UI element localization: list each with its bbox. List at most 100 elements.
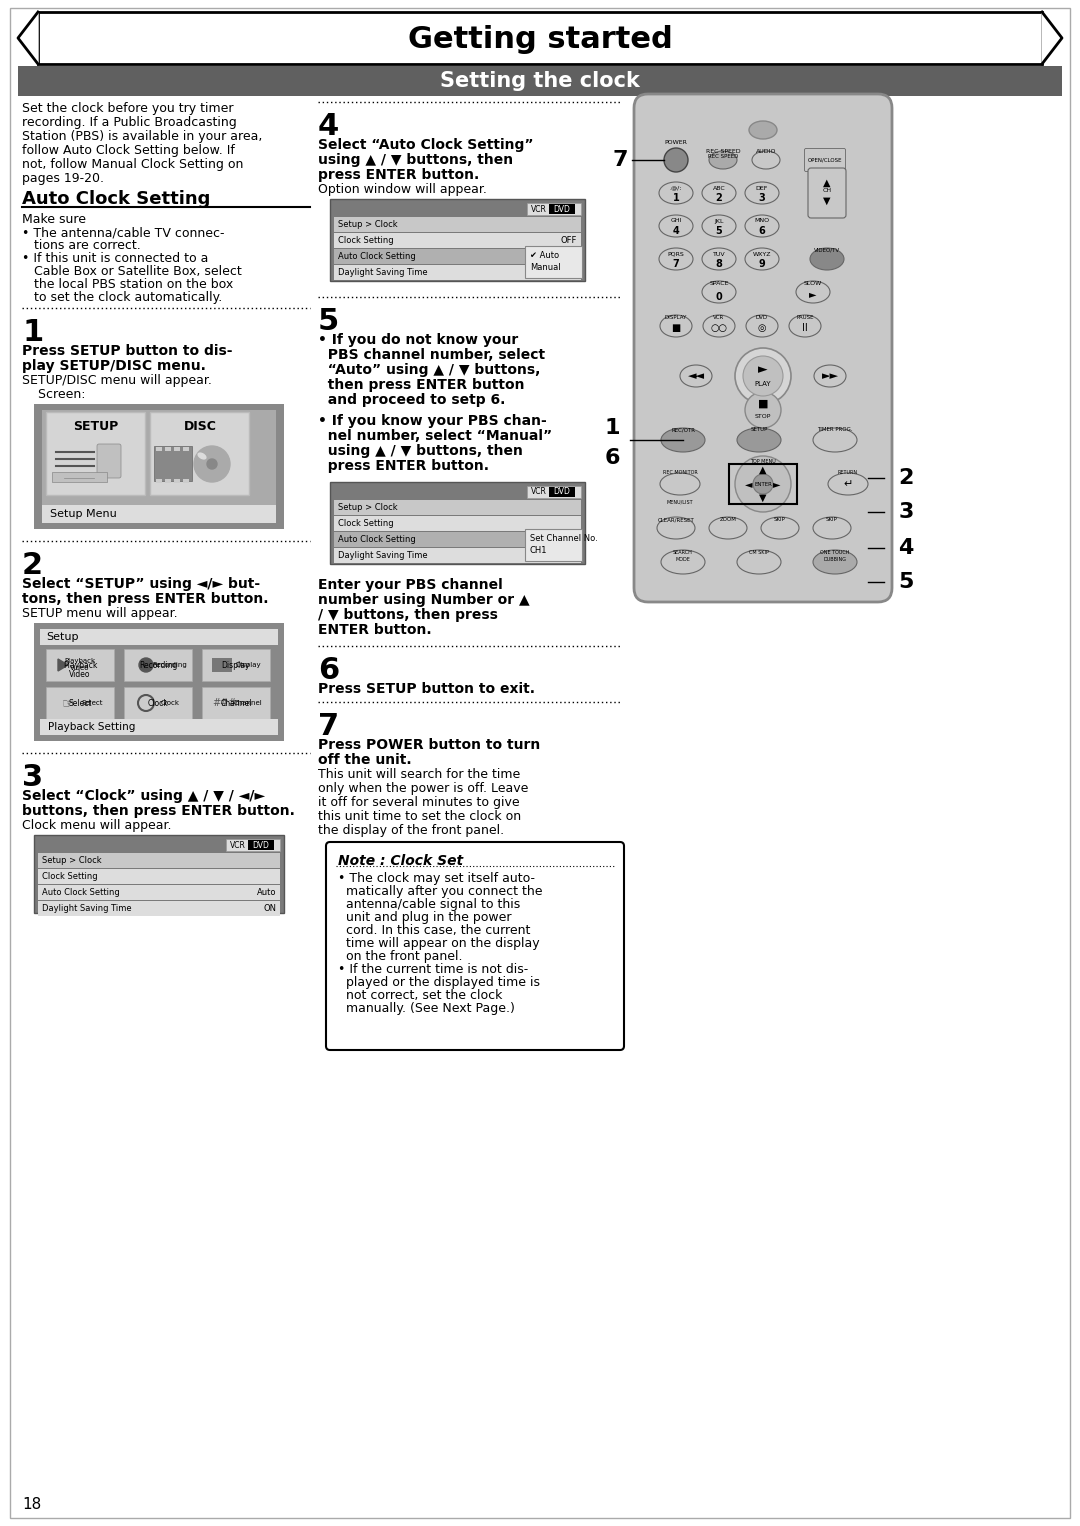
Text: Display: Display: [221, 661, 251, 670]
Bar: [156, 479, 162, 484]
Text: Setting the clock: Setting the clock: [440, 72, 640, 92]
Text: Set the clock before you try timer: Set the clock before you try timer: [22, 102, 233, 114]
Text: Recording: Recording: [139, 661, 177, 670]
FancyBboxPatch shape: [124, 687, 192, 719]
Ellipse shape: [745, 182, 779, 204]
Ellipse shape: [661, 549, 705, 574]
Text: Setup: Setup: [46, 632, 79, 642]
Text: This unit will search for the time: This unit will search for the time: [318, 768, 521, 781]
Text: 2: 2: [899, 468, 914, 488]
Text: tions are correct.: tions are correct.: [22, 240, 140, 252]
Text: • The antenna/cable TV connec-: • The antenna/cable TV connec-: [22, 226, 225, 240]
Bar: [334, 233, 581, 249]
Text: Auto Clock Setting: Auto Clock Setting: [338, 536, 416, 543]
Text: ■: ■: [672, 324, 680, 333]
Text: Clock: Clock: [148, 699, 168, 708]
Text: Auto: Auto: [257, 888, 276, 897]
Bar: [174, 479, 180, 484]
FancyBboxPatch shape: [808, 168, 846, 218]
Ellipse shape: [708, 517, 747, 539]
Text: to set the clock automatically.: to set the clock automatically.: [22, 291, 222, 304]
Text: GHI: GHI: [671, 218, 681, 223]
Bar: [33, 623, 284, 742]
Text: ■: ■: [758, 398, 768, 409]
Text: 6: 6: [318, 656, 339, 685]
Bar: [330, 482, 585, 565]
FancyBboxPatch shape: [38, 12, 1042, 64]
Text: Display: Display: [235, 662, 260, 668]
Ellipse shape: [752, 151, 780, 169]
Text: SPACE: SPACE: [710, 281, 729, 285]
Text: Screen:: Screen:: [22, 388, 85, 401]
Bar: [334, 533, 581, 546]
Text: 7: 7: [318, 713, 339, 742]
Text: ▲: ▲: [759, 465, 767, 475]
Text: 5: 5: [899, 572, 914, 592]
Text: SLOW: SLOW: [804, 281, 822, 285]
Text: 4: 4: [899, 539, 914, 559]
Circle shape: [207, 459, 217, 468]
Ellipse shape: [750, 121, 777, 139]
Text: 9: 9: [758, 259, 766, 269]
Ellipse shape: [737, 427, 781, 452]
Text: Select: Select: [68, 699, 92, 708]
Ellipse shape: [702, 215, 735, 237]
Text: ON: ON: [264, 903, 276, 913]
Text: DEF: DEF: [756, 186, 768, 191]
Text: Press POWER button to turn: Press POWER button to turn: [318, 739, 540, 752]
Text: SETUP: SETUP: [751, 427, 768, 432]
Ellipse shape: [761, 517, 799, 539]
Text: SETUP/DISC menu will appear.: SETUP/DISC menu will appear.: [22, 374, 212, 388]
Bar: [165, 447, 171, 452]
Text: 7: 7: [612, 150, 627, 169]
FancyBboxPatch shape: [248, 839, 274, 850]
Text: Cable Box or Satellite Box, select: Cable Box or Satellite Box, select: [22, 266, 242, 278]
Circle shape: [753, 475, 773, 494]
Ellipse shape: [198, 452, 206, 459]
Text: ZOOM: ZOOM: [719, 517, 737, 522]
Text: ○○: ○○: [711, 324, 728, 333]
Text: nel number, select “Manual”: nel number, select “Manual”: [318, 429, 552, 443]
Ellipse shape: [810, 249, 843, 270]
Text: press ENTER button.: press ENTER button.: [318, 168, 480, 182]
Text: REC SPEED: REC SPEED: [705, 150, 740, 154]
Ellipse shape: [745, 249, 779, 270]
Ellipse shape: [745, 215, 779, 237]
Text: VCR: VCR: [531, 204, 546, 214]
Bar: [212, 658, 232, 671]
Ellipse shape: [828, 473, 868, 494]
Text: the local PBS station on the box: the local PBS station on the box: [22, 278, 233, 291]
Text: on the front panel.: on the front panel.: [338, 951, 462, 963]
Text: JKL: JKL: [714, 218, 724, 223]
Ellipse shape: [661, 427, 705, 452]
Text: played or the displayed time is: played or the displayed time is: [338, 977, 540, 989]
Ellipse shape: [703, 314, 735, 337]
Bar: [18, 66, 1062, 96]
FancyBboxPatch shape: [97, 444, 121, 478]
Text: recording. If a Public Broadcasting: recording. If a Public Broadcasting: [22, 116, 237, 130]
Bar: [156, 447, 162, 452]
Text: PQRS: PQRS: [667, 252, 685, 256]
Text: Auto Clock Setting: Auto Clock Setting: [22, 191, 211, 208]
Bar: [40, 719, 278, 736]
Text: 6: 6: [758, 226, 766, 237]
Text: MODE: MODE: [676, 557, 690, 562]
Text: VIDEO/TV: VIDEO/TV: [814, 249, 840, 253]
Text: Set Channel No.: Set Channel No.: [530, 534, 597, 543]
Bar: [38, 885, 280, 900]
Text: pages 19-20.: pages 19-20.: [22, 172, 104, 185]
Text: “Auto” using ▲ / ▼ buttons,: “Auto” using ▲ / ▼ buttons,: [318, 363, 540, 377]
Circle shape: [194, 446, 230, 482]
Text: using ▲ / ▼ buttons, then: using ▲ / ▼ buttons, then: [318, 153, 513, 166]
Text: .@/:: .@/:: [670, 186, 683, 191]
Text: SETUP: SETUP: [73, 420, 119, 433]
Text: 4: 4: [318, 111, 339, 140]
Bar: [38, 868, 280, 884]
Text: Select “Clock” using ▲ / ▼ / ◄/►: Select “Clock” using ▲ / ▼ / ◄/►: [22, 789, 265, 803]
Ellipse shape: [813, 549, 858, 574]
Text: Press SETUP button to exit.: Press SETUP button to exit.: [318, 682, 535, 696]
Ellipse shape: [680, 365, 712, 388]
Text: this unit time to set the clock on: this unit time to set the clock on: [318, 810, 522, 823]
Text: • If you do not know your: • If you do not know your: [318, 333, 518, 346]
Text: 0: 0: [716, 291, 723, 302]
